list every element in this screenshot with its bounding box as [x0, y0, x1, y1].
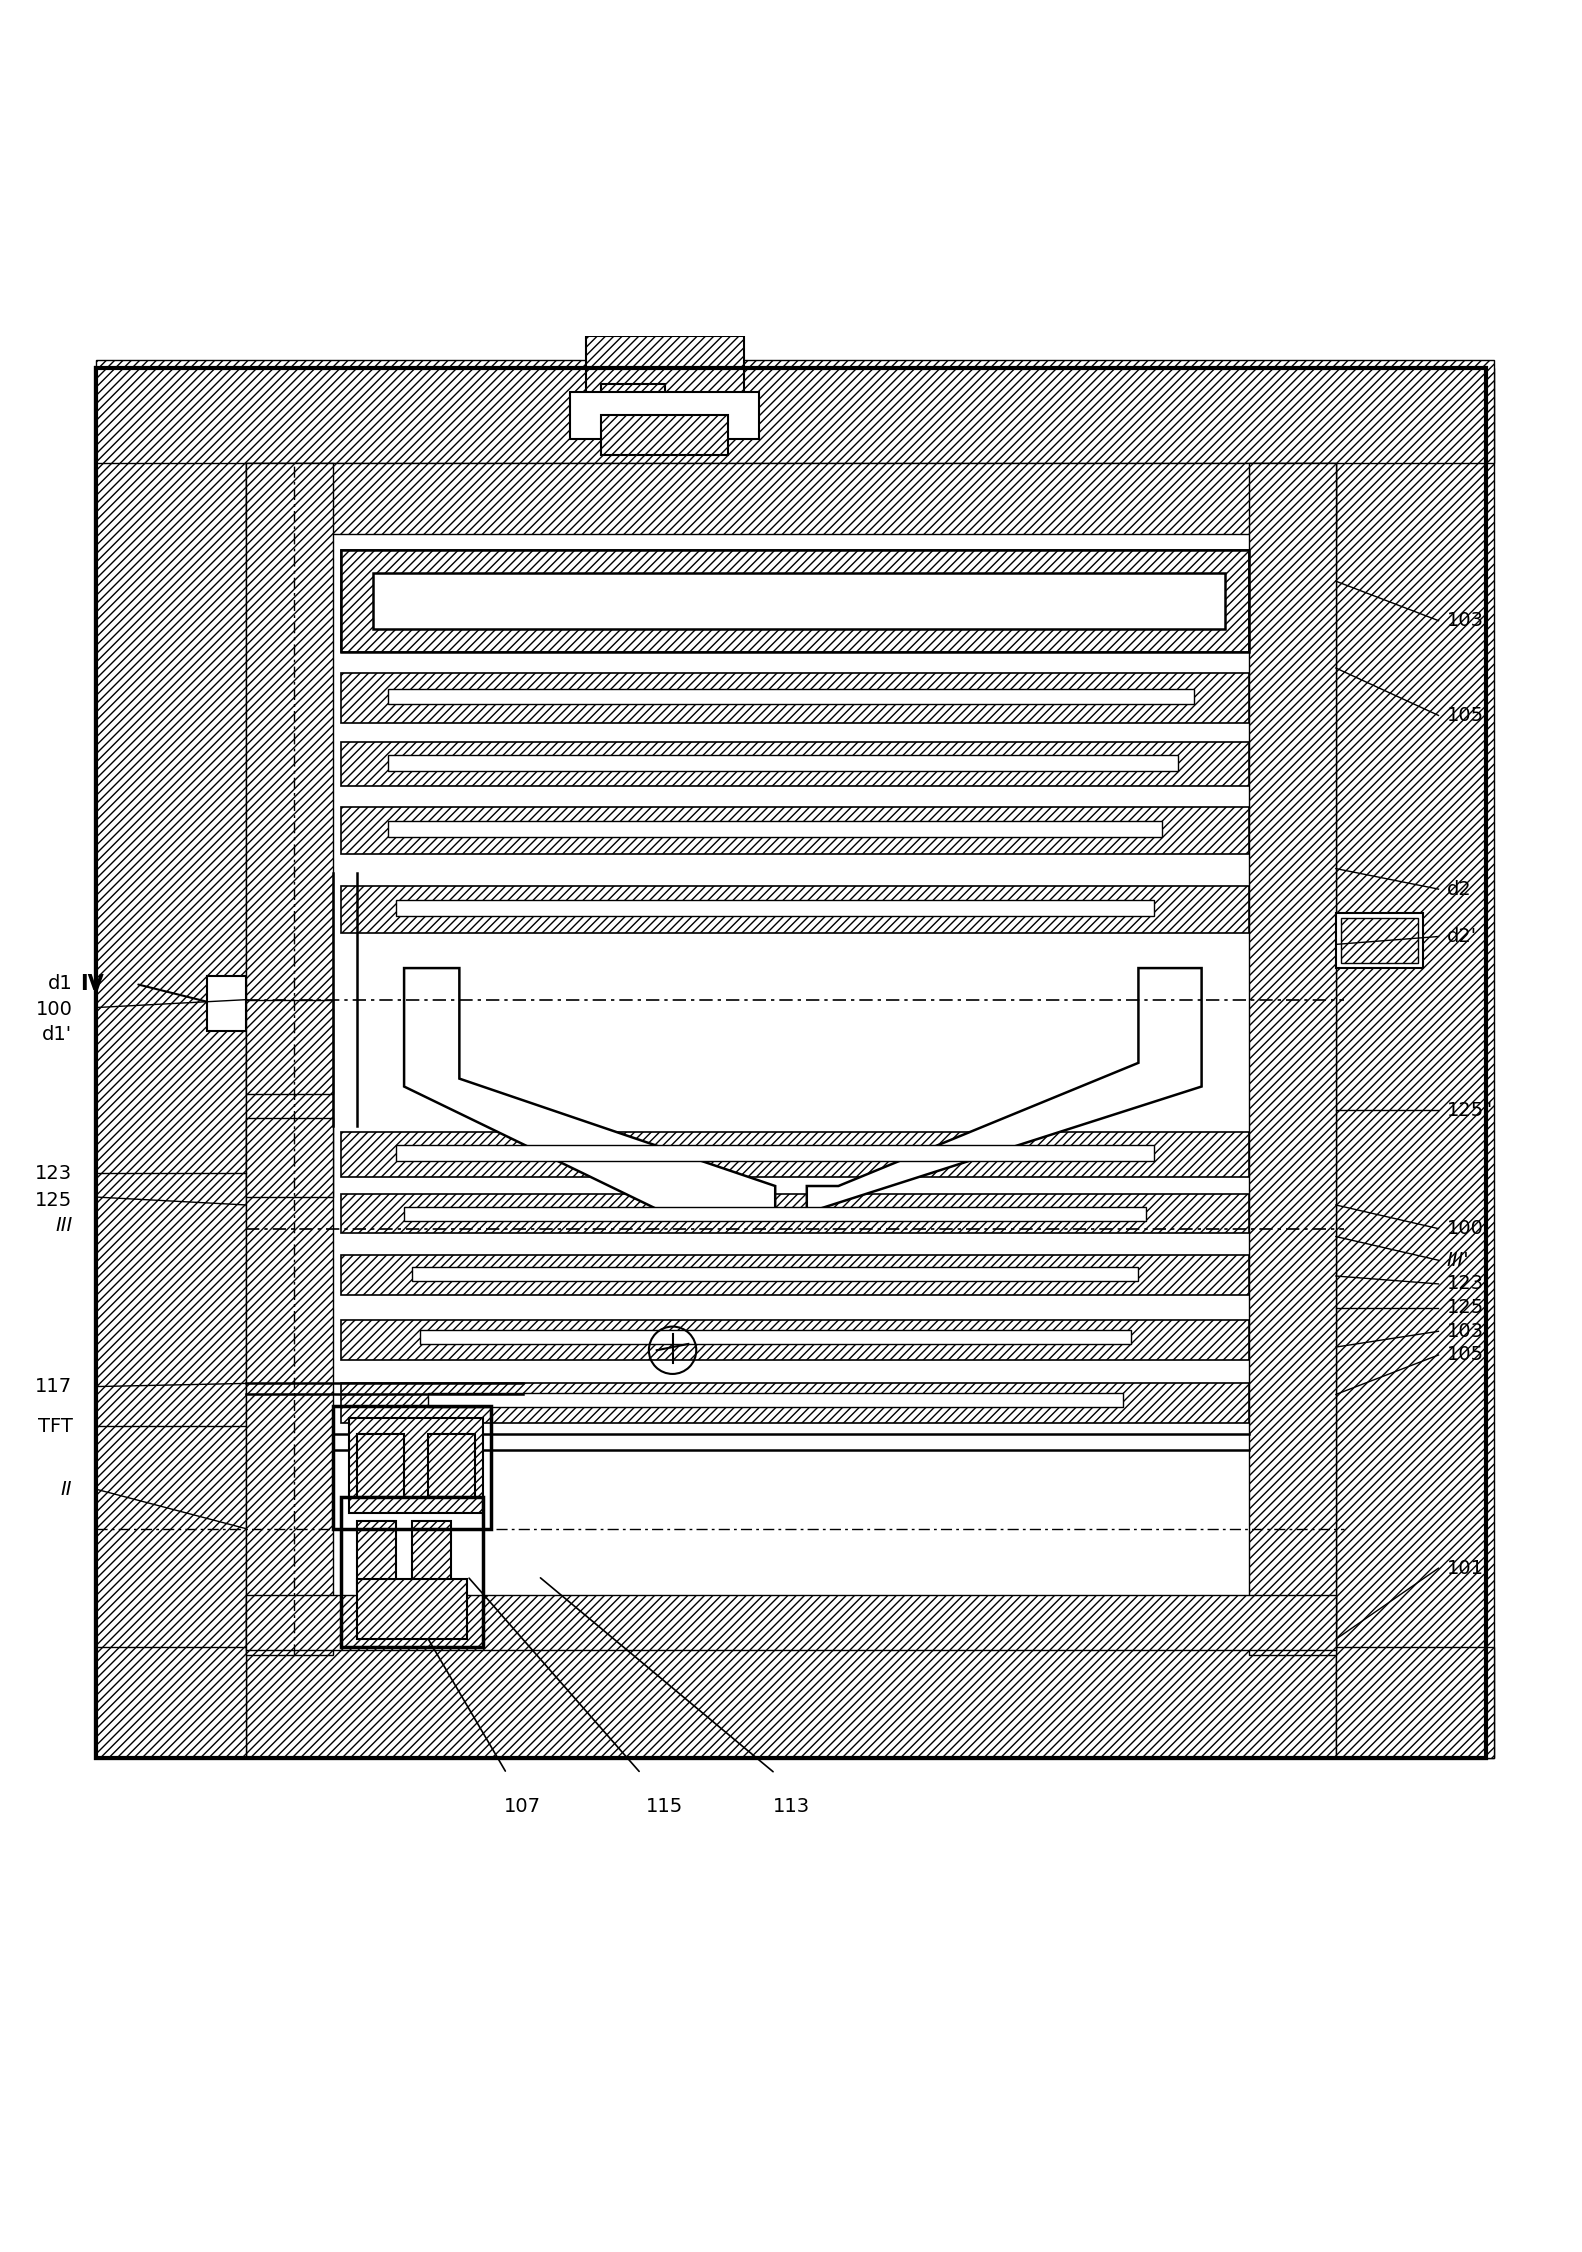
Bar: [1335, 1646, 1493, 1759]
Bar: [1248, 462, 1335, 1655]
Bar: [342, 1320, 1248, 1360]
Bar: [247, 1646, 1335, 1759]
Text: 105: 105: [1446, 705, 1484, 725]
Bar: [403, 1207, 1147, 1221]
Text: II: II: [62, 1480, 73, 1500]
Bar: [247, 1000, 334, 1094]
Text: 123': 123': [1446, 1275, 1489, 1293]
Bar: [247, 1594, 1335, 1651]
Bar: [342, 673, 1248, 723]
Bar: [427, 1435, 475, 1498]
Text: 123: 123: [35, 1164, 73, 1182]
Text: 115: 115: [645, 1797, 683, 1815]
Bar: [247, 1117, 334, 1198]
Bar: [342, 1498, 483, 1646]
Bar: [97, 367, 1485, 1759]
Text: d1': d1': [43, 1025, 73, 1045]
Bar: [388, 754, 1179, 770]
Bar: [1335, 912, 1422, 968]
Text: II': II': [664, 1331, 680, 1349]
Text: IV: IV: [81, 973, 104, 993]
Text: 105': 105': [1446, 1344, 1489, 1365]
Text: 100': 100': [1446, 1218, 1489, 1239]
Text: 100: 100: [35, 1000, 73, 1018]
Bar: [97, 367, 1485, 1759]
Bar: [1335, 367, 1493, 1759]
Bar: [342, 1257, 1248, 1295]
Text: d1: d1: [47, 975, 73, 993]
Text: 103: 103: [1446, 610, 1484, 631]
Bar: [585, 336, 744, 408]
Bar: [388, 822, 1163, 838]
Bar: [1340, 917, 1417, 964]
Bar: [342, 806, 1248, 854]
Bar: [97, 360, 1493, 462]
Bar: [247, 462, 1335, 1655]
Text: d2: d2: [1446, 881, 1471, 899]
Bar: [411, 1520, 451, 1592]
Text: d2': d2': [1446, 928, 1476, 946]
Text: 103': 103': [1446, 1322, 1489, 1340]
Bar: [97, 367, 247, 1759]
Text: 125: 125: [35, 1191, 73, 1209]
Text: 107: 107: [505, 1797, 541, 1815]
Bar: [247, 462, 334, 1655]
Bar: [342, 1133, 1248, 1176]
Text: III': III': [1446, 1250, 1470, 1270]
Bar: [570, 392, 759, 439]
Bar: [342, 885, 1248, 932]
Text: 101: 101: [1446, 1558, 1484, 1579]
Bar: [419, 1329, 1131, 1344]
Polygon shape: [403, 968, 775, 1214]
Bar: [342, 549, 1248, 653]
Bar: [342, 1383, 1248, 1423]
Bar: [396, 901, 1155, 917]
Bar: [388, 689, 1194, 705]
Bar: [342, 743, 1248, 786]
Text: 125": 125": [1446, 1101, 1493, 1119]
Bar: [247, 462, 1335, 534]
Bar: [601, 414, 728, 455]
Text: 117: 117: [35, 1376, 73, 1396]
Bar: [348, 1419, 483, 1513]
Text: 125': 125': [1446, 1297, 1489, 1317]
Bar: [207, 975, 247, 1031]
Text: III: III: [55, 1216, 73, 1234]
Bar: [601, 383, 664, 423]
Bar: [342, 1194, 1248, 1234]
Bar: [97, 1646, 247, 1759]
Bar: [427, 1394, 1123, 1408]
Bar: [342, 549, 1248, 653]
Text: TFT: TFT: [38, 1417, 73, 1435]
Bar: [396, 1144, 1155, 1160]
Text: 113: 113: [772, 1797, 810, 1815]
Polygon shape: [807, 968, 1202, 1214]
Bar: [356, 1579, 467, 1639]
Bar: [334, 1405, 490, 1529]
Bar: [372, 574, 1226, 628]
Bar: [356, 1435, 403, 1498]
Bar: [356, 1520, 396, 1592]
Bar: [411, 1266, 1139, 1281]
